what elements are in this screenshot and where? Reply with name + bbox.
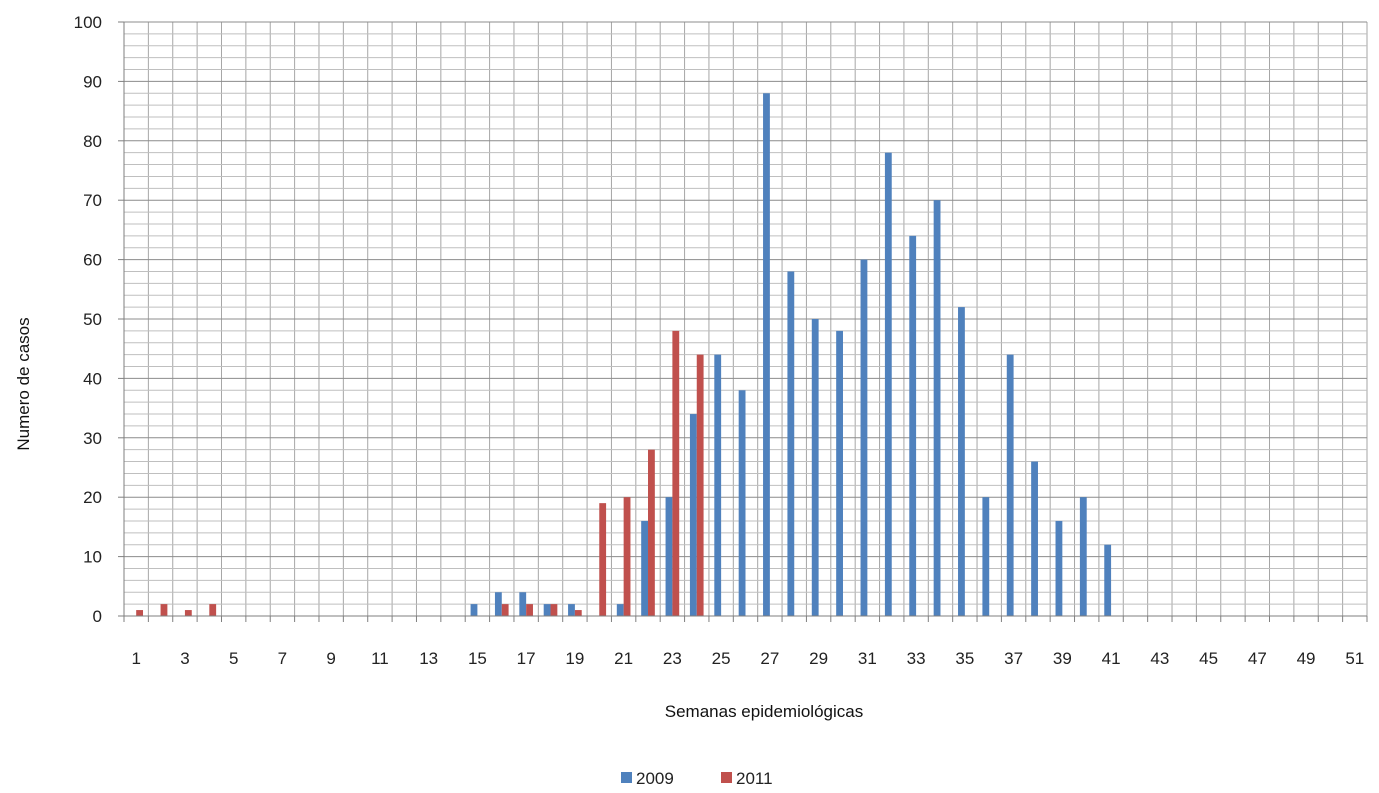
bar-2011-week-3 xyxy=(184,610,192,616)
bar-2009-week-30 xyxy=(836,330,843,616)
x-tick-label: 31 xyxy=(858,649,877,668)
x-tick-label: 3 xyxy=(180,649,189,668)
x-tick-label: 51 xyxy=(1345,649,1364,668)
x-tick-label: 49 xyxy=(1297,649,1316,668)
legend: 2009 2011 xyxy=(621,769,773,788)
x-axis-title: Semanas epidemiológicas xyxy=(665,702,863,721)
bar-2009-week-39 xyxy=(1055,520,1063,616)
x-tick-label: 15 xyxy=(468,649,487,668)
y-tick-label: 20 xyxy=(83,488,102,507)
bar-2011-week-21 xyxy=(623,497,631,616)
legend-swatch-2011 xyxy=(721,772,732,783)
bar-2009-week-36 xyxy=(982,497,990,616)
x-tick-label: 27 xyxy=(760,649,779,668)
bar-2009-week-26 xyxy=(738,390,746,616)
bar-2009-week-34 xyxy=(933,200,941,616)
x-tick-label: 23 xyxy=(663,649,682,668)
bar-2009-week-19 xyxy=(568,604,575,616)
x-tick-label: 21 xyxy=(614,649,633,668)
x-tick-label: 13 xyxy=(419,649,438,668)
bar-2009-week-35 xyxy=(958,307,965,616)
axes xyxy=(118,21,1368,622)
y-tick-label: 10 xyxy=(83,548,102,567)
bar-2009-week-17 xyxy=(519,592,527,616)
bar-2009-week-32 xyxy=(884,152,892,616)
x-tick-label: 33 xyxy=(907,649,926,668)
y-tick-label: 50 xyxy=(83,310,102,329)
y-tick-label: 30 xyxy=(83,429,102,448)
y-tick-label: 60 xyxy=(83,251,102,270)
x-tick-label: 45 xyxy=(1199,649,1218,668)
bar-2009-week-31 xyxy=(860,259,868,616)
bar-2011-week-16 xyxy=(501,604,509,616)
bar-2009-week-37 xyxy=(1006,354,1014,616)
y-tick-label: 40 xyxy=(83,369,102,388)
x-tick-label: 25 xyxy=(712,649,731,668)
bar-2011-week-18 xyxy=(550,604,558,616)
y-tick-label: 0 xyxy=(93,607,102,626)
bar-2009-week-27 xyxy=(763,93,770,616)
bar-2009-week-33 xyxy=(909,235,917,616)
bar-2009-week-25 xyxy=(714,354,722,616)
y-tick-label: 70 xyxy=(83,191,102,210)
bar-2009-week-38 xyxy=(1031,461,1038,616)
bar-2009-week-24 xyxy=(689,414,697,616)
x-tick-label: 7 xyxy=(278,649,287,668)
x-tick-label: 9 xyxy=(326,649,335,668)
bar-2009-week-21 xyxy=(616,604,624,616)
bar-2011-week-1 xyxy=(136,610,144,616)
x-tick-label: 29 xyxy=(809,649,828,668)
x-tick-label: 39 xyxy=(1053,649,1072,668)
bar-2009-week-40 xyxy=(1079,497,1087,616)
bar-2009-week-22 xyxy=(641,520,649,616)
x-tick-label: 17 xyxy=(517,649,536,668)
bar-2009-week-29 xyxy=(811,319,819,616)
legend-label-2011: 2011 xyxy=(736,769,773,788)
bar-2011-week-19 xyxy=(574,610,582,616)
y-tick-label: 90 xyxy=(83,72,102,91)
x-tick-label: 5 xyxy=(229,649,238,668)
bar-2009-week-41 xyxy=(1104,544,1112,616)
bar-2011-week-20 xyxy=(599,503,607,616)
x-tick-label: 11 xyxy=(371,649,389,668)
bars xyxy=(136,93,1112,616)
x-tick-label: 41 xyxy=(1102,649,1121,668)
y-tick-label: 80 xyxy=(83,132,102,151)
x-tick-label: 37 xyxy=(1004,649,1023,668)
bar-2011-week-23 xyxy=(672,330,680,616)
bar-2009-week-28 xyxy=(787,271,795,616)
bar-2011-week-17 xyxy=(526,604,533,616)
x-tick-label: 35 xyxy=(955,649,974,668)
bar-2009-week-18 xyxy=(543,604,551,616)
y-tick-label: 100 xyxy=(74,13,102,32)
bar-2011-week-4 xyxy=(209,604,217,616)
x-tick-label: 43 xyxy=(1150,649,1169,668)
x-tick-label: 1 xyxy=(131,649,140,668)
bar-2009-week-15 xyxy=(470,604,478,616)
y-axis-title: Numero de casos xyxy=(14,317,33,450)
bar-2009-week-16 xyxy=(494,592,502,616)
legend-swatch-2009 xyxy=(621,772,632,783)
x-tick-label: 47 xyxy=(1248,649,1267,668)
bar-2011-week-24 xyxy=(696,354,704,616)
x-tick-label: 19 xyxy=(565,649,584,668)
gridlines xyxy=(123,21,1368,617)
bar-2011-week-2 xyxy=(160,604,168,616)
legend-label-2009: 2009 xyxy=(636,769,674,788)
bar-2009-week-23 xyxy=(665,497,673,616)
bar-2011-week-22 xyxy=(648,449,655,616)
